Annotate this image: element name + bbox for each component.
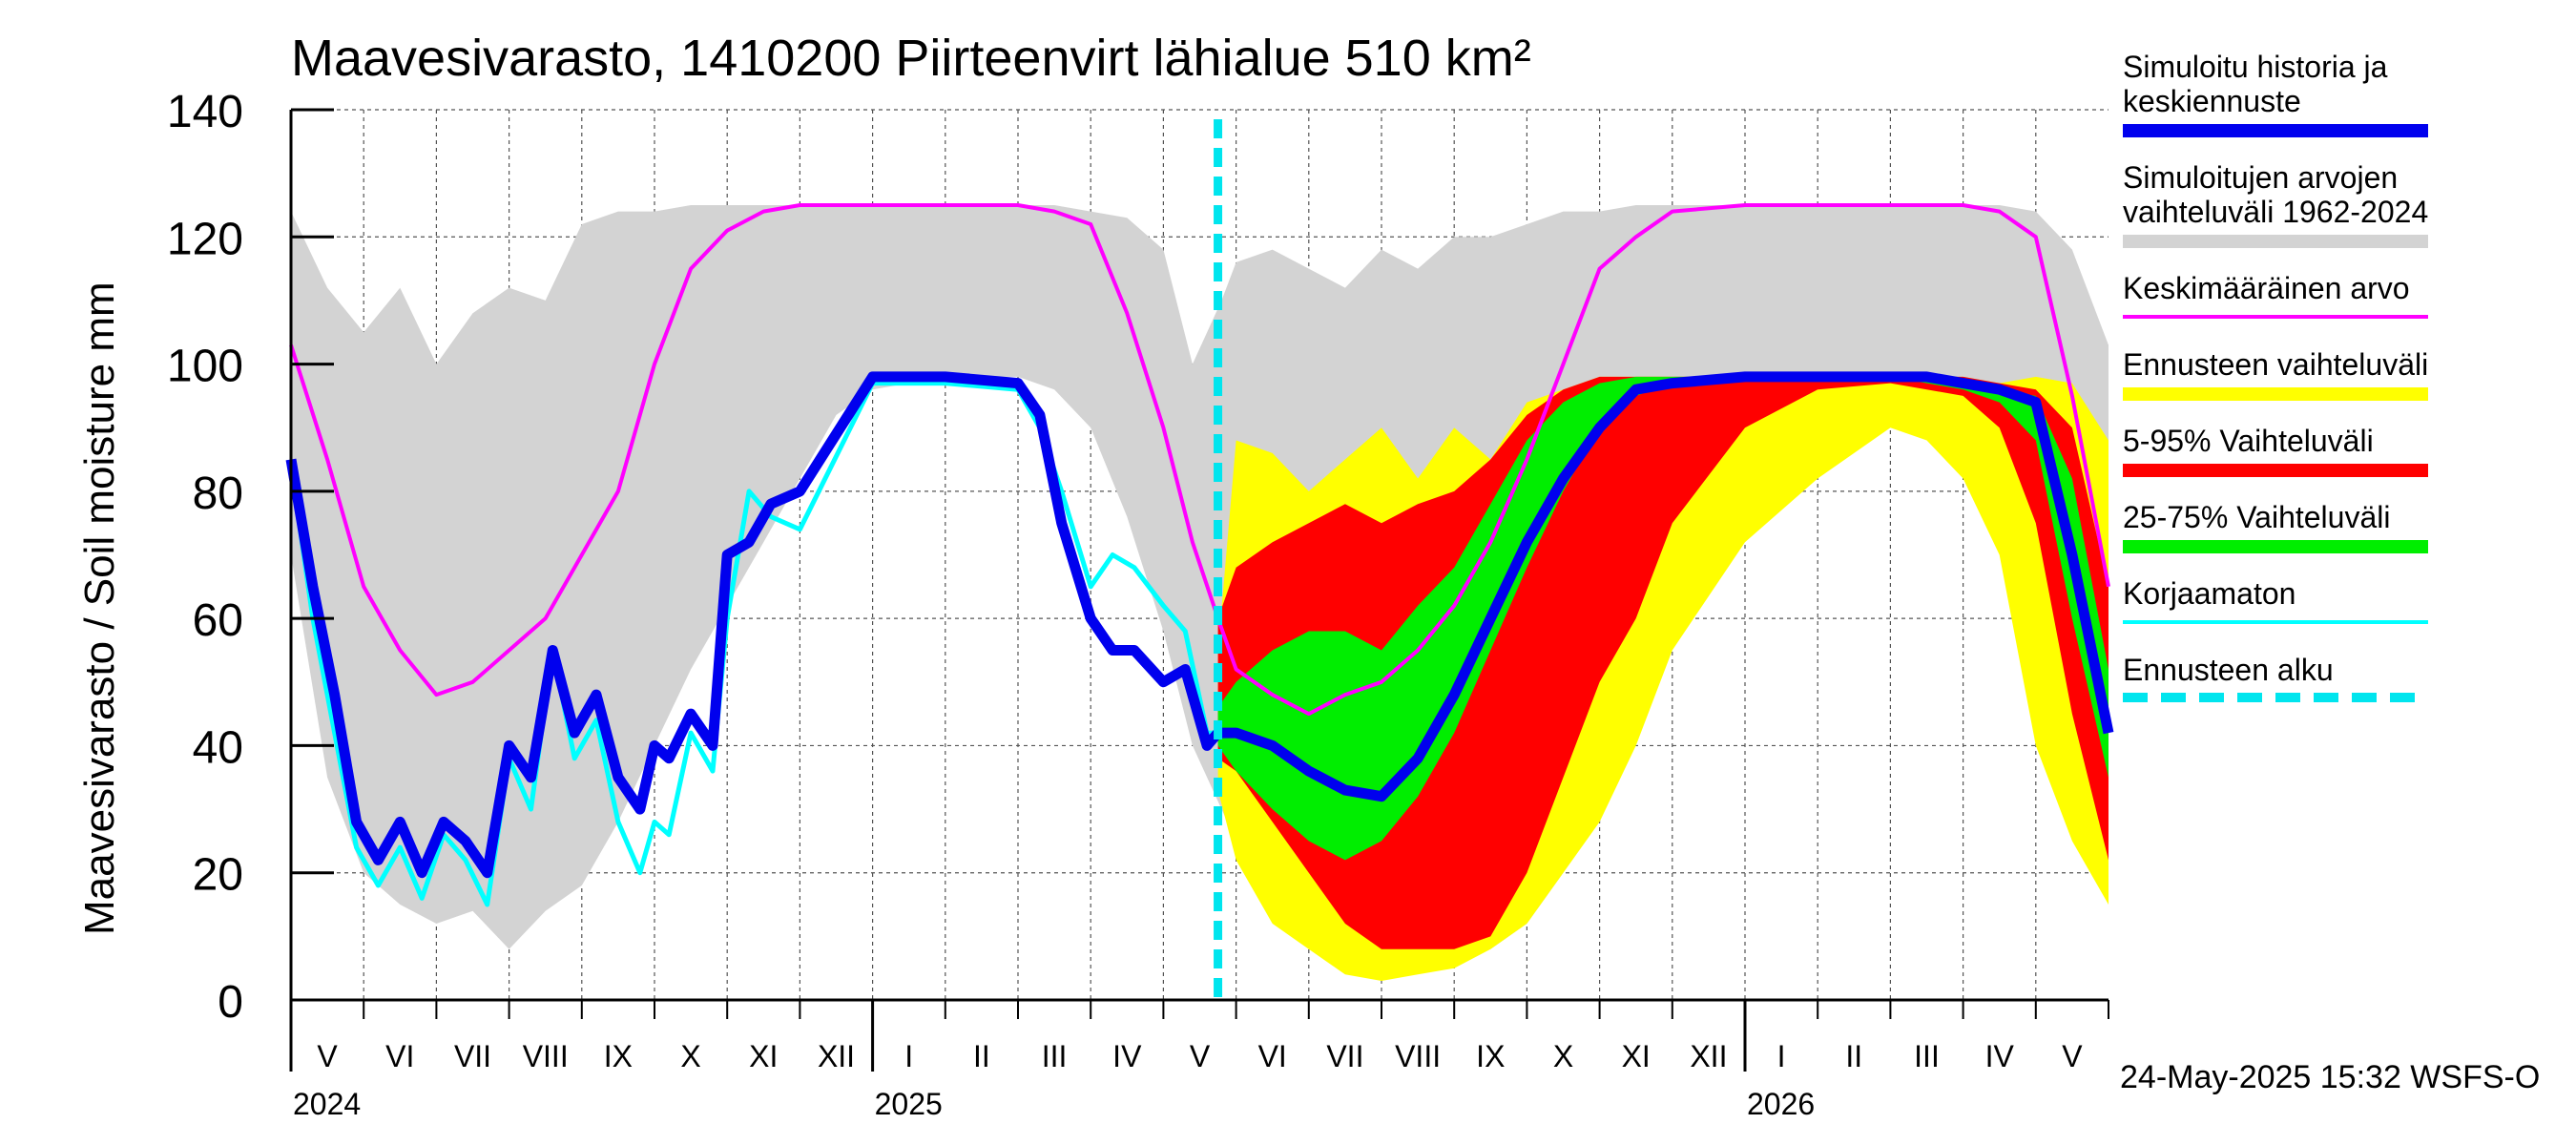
legend-swatch (2123, 464, 2428, 477)
y-tick-label: 40 (193, 722, 243, 773)
timestamp: 24-May-2025 15:32 WSFS-O (2120, 1059, 2541, 1095)
x-month-label: V (1190, 1039, 1211, 1073)
x-month-label: VI (385, 1039, 414, 1073)
x-month-label: III (1042, 1039, 1068, 1073)
chart-title: Maavesivarasto, 1410200 Piirteenvirt läh… (291, 30, 1531, 87)
y-tick-label: 100 (167, 342, 243, 392)
legend-label: Simuloitu historia ja keskiennuste (2123, 50, 2388, 118)
y-tick-label: 140 (167, 87, 243, 137)
legend-swatch (2123, 235, 2428, 248)
legend-item-forecast-start: Ennusteen alku (2123, 653, 2438, 702)
x-month-label: XII (1690, 1039, 1727, 1073)
x-month-label: IV (1985, 1039, 2015, 1073)
legend-label: Simuloitujen arvojen vaihteluväli 1962-2… (2123, 160, 2429, 229)
legend-swatch (2123, 387, 2428, 401)
legend-swatch (2123, 124, 2428, 137)
legend-swatch (2123, 620, 2428, 624)
x-month-label: IV (1112, 1039, 1142, 1073)
y-tick-label: 120 (167, 214, 243, 264)
legend-item-history: Simuloitu historia ja keskiennuste (2123, 50, 2438, 137)
range-bands (291, 205, 2109, 981)
legend-label: Korjaamaton (2123, 576, 2296, 611)
x-month-label: VI (1258, 1039, 1287, 1073)
legend-item-25-75: 25-75% Vaihteluväli (2123, 500, 2438, 553)
legend-item-range: Simuloitujen arvojen vaihteluväli 1962-2… (2123, 160, 2438, 248)
band-25-75 (1217, 376, 2109, 861)
y-tick-label: 20 (193, 850, 243, 901)
x-month-label: XII (818, 1039, 855, 1073)
x-month-label: IX (1476, 1039, 1505, 1073)
legend-swatch (2123, 540, 2428, 553)
legend-label: 5-95% Vaihteluväli (2123, 424, 2374, 458)
legend-item-mean: Keskimääräinen arvo (2123, 271, 2438, 319)
year-label: 2025 (875, 1087, 943, 1121)
legend-item-uncorrected: Korjaamaton (2123, 576, 2438, 624)
legend-swatch (2123, 315, 2428, 319)
x-month-label: VII (454, 1039, 491, 1073)
y-tick-label: 80 (193, 468, 243, 519)
legend-item-5-95: 5-95% Vaihteluväli (2123, 424, 2438, 477)
line-uncorrected (288, 381, 1218, 907)
y-tick-label: 0 (218, 977, 243, 1028)
x-month-label: V (2062, 1039, 2083, 1073)
x-month-label: VIII (523, 1039, 569, 1073)
legend-label: Ennusteen alku (2123, 653, 2334, 687)
x-month-label: II (973, 1039, 990, 1073)
x-month-label: XI (749, 1039, 778, 1073)
band-5-95 (1217, 376, 2109, 949)
series-lines (285, 119, 2114, 1000)
x-month-label: II (1845, 1039, 1862, 1073)
x-month-label: X (1553, 1039, 1573, 1073)
legend-label: Keskimääräinen arvo (2123, 271, 2410, 305)
line-mean (289, 203, 2110, 717)
line-simulated-history (285, 371, 2114, 879)
x-month-label: VII (1326, 1039, 1363, 1073)
x-month-label: V (317, 1039, 338, 1073)
legend-label: 25-75% Vaihteluväli (2123, 500, 2391, 534)
y-tick-label: 60 (193, 595, 243, 646)
legend-swatch (2123, 693, 2428, 702)
x-month-label: VIII (1395, 1039, 1441, 1073)
legend: Simuloitu historia ja keskiennuste Simul… (2123, 50, 2438, 725)
year-label: 2024 (293, 1087, 361, 1121)
y-axis-label: Maavesivarasto / Soil moisture mm (76, 281, 123, 935)
legend-label: Ennusteen vaihteluväli (2123, 347, 2429, 382)
x-month-label: I (904, 1039, 913, 1073)
x-month-label: X (680, 1039, 700, 1073)
x-month-label: IX (604, 1039, 633, 1073)
legend-item-forecast-range: Ennusteen vaihteluväli (2123, 347, 2438, 401)
x-month-label: XI (1622, 1039, 1651, 1073)
x-month-label: III (1914, 1039, 1940, 1073)
x-month-label: I (1777, 1039, 1786, 1073)
year-label: 2026 (1747, 1087, 1815, 1121)
